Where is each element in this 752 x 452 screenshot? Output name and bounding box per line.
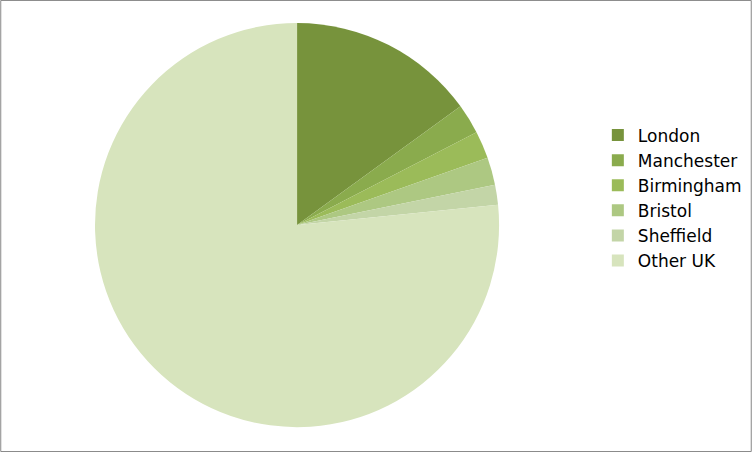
svg-text:Other UK: Other UK — [638, 251, 716, 271]
svg-text:London: London — [638, 126, 700, 146]
svg-text:Sheffield: Sheffield — [638, 226, 712, 246]
svg-text:Manchester: Manchester — [638, 151, 737, 171]
svg-text:Bristol: Bristol — [638, 201, 692, 221]
svg-text:Birmingham: Birmingham — [638, 176, 742, 196]
